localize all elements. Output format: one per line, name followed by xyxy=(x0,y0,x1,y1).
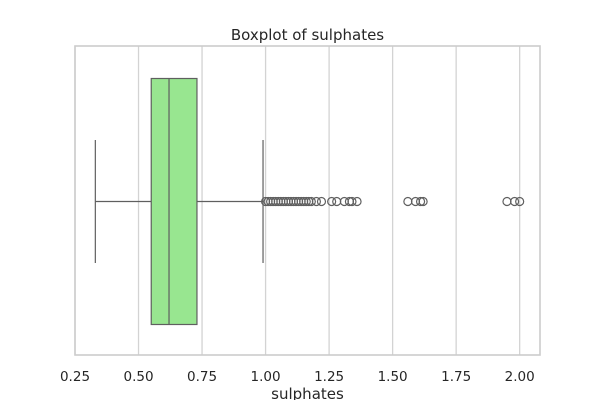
outlier-point xyxy=(418,196,428,207)
outlier-point xyxy=(306,196,316,207)
outlier-point xyxy=(509,196,520,207)
outlier-point xyxy=(352,196,362,207)
chart-title: Boxplot of sulphates xyxy=(231,26,384,44)
plot-frame xyxy=(74,45,541,356)
plot-area: 0.25 0.50 0.75 1.00 1.25 1.50 1.75 2.00 xyxy=(60,45,541,385)
x-tick-label: 1.25 xyxy=(314,369,344,385)
x-tick-label: 2.00 xyxy=(505,369,535,385)
iqr-box xyxy=(150,77,198,326)
x-tick-label: 0.50 xyxy=(123,369,153,385)
x-tick-label: 0.25 xyxy=(60,369,90,385)
outlier-point xyxy=(327,196,337,207)
outlier-point xyxy=(415,196,426,207)
x-tick-label: 1.00 xyxy=(251,369,281,385)
outlier-point xyxy=(347,196,357,207)
outlier-point xyxy=(515,196,525,207)
outlier-point xyxy=(311,196,321,207)
x-tick-label: 1.50 xyxy=(378,369,408,385)
x-tick-label: 1.75 xyxy=(441,369,471,385)
outlier-point xyxy=(301,196,311,207)
x-tick-label: 0.75 xyxy=(187,369,217,385)
x-axis-label: sulphates xyxy=(271,385,344,400)
outlier-point xyxy=(316,196,327,207)
